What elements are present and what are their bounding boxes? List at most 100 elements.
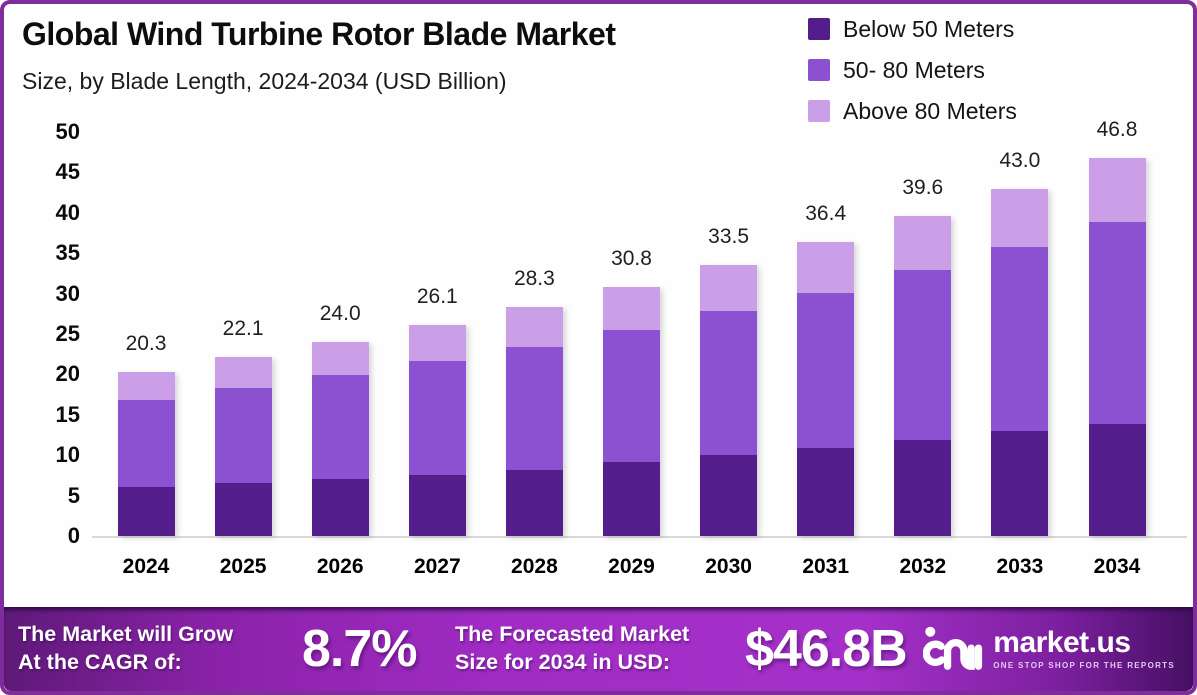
bar-segment bbox=[117, 371, 175, 401]
y-axis-tick-label: 0 bbox=[67, 523, 80, 548]
bar-stack bbox=[505, 307, 563, 536]
bar-total-label: 43.0 bbox=[999, 148, 1041, 172]
bar-stack bbox=[603, 287, 660, 536]
legend-item: Below 50 Meters bbox=[808, 14, 1017, 44]
forecast-label: The Forecasted Market Size for 2034 in U… bbox=[455, 620, 689, 676]
forecast-value: $46.8B bbox=[745, 620, 908, 678]
bar-total-label: 30.8 bbox=[611, 247, 652, 271]
bar-segment bbox=[1088, 221, 1146, 424]
bar-segment bbox=[894, 216, 952, 271]
bar-segment bbox=[505, 346, 563, 470]
legend-item: 50- 80 Meters bbox=[808, 55, 1017, 85]
x-axis-label: 2033 bbox=[996, 555, 1044, 578]
bar-segment bbox=[311, 375, 369, 479]
y-axis-tick-label: 10 bbox=[55, 442, 80, 468]
bar-stack bbox=[991, 188, 1049, 536]
cagr-label-line1: The Market will Grow bbox=[18, 622, 234, 646]
x-axis-label: 2028 bbox=[511, 555, 558, 578]
forecast-label-line1: The Forecasted Market bbox=[455, 622, 690, 646]
bar-stack bbox=[214, 357, 272, 536]
page-title: Global Wind Turbine Rotor Blade Market bbox=[22, 16, 616, 52]
x-axis-label: 2034 bbox=[1093, 555, 1141, 578]
bar-segment bbox=[117, 486, 175, 536]
bar-stack bbox=[1088, 157, 1146, 536]
x-axis-label: 2032 bbox=[899, 555, 947, 578]
bar-segment bbox=[991, 246, 1049, 431]
bar-stack bbox=[797, 241, 855, 536]
bar-segment bbox=[408, 325, 466, 362]
y-axis-tick-label: 25 bbox=[55, 321, 80, 346]
y-axis-tick-label: 40 bbox=[55, 199, 80, 225]
bar-total-label: 28.3 bbox=[513, 267, 555, 291]
y-axis-tick-label: 20 bbox=[55, 361, 80, 387]
bar-segment bbox=[505, 469, 563, 536]
legend-label: 50- 80 Meters bbox=[843, 56, 985, 83]
bar-segment bbox=[603, 287, 660, 330]
cagr-label: The Market will Grow At the CAGR of: bbox=[18, 620, 233, 676]
x-axis-label: 2024 bbox=[122, 555, 170, 578]
bar-total-label: 24.0 bbox=[319, 302, 361, 326]
legend-label: Below 50 Meters bbox=[843, 15, 1015, 42]
bar-segment bbox=[408, 474, 466, 536]
bar-segment bbox=[797, 447, 855, 536]
marketus-logo: market.us ONE STOP SHOP FOR THE REPORTS bbox=[923, 607, 1175, 691]
bar-segment bbox=[797, 241, 855, 293]
bar-stack bbox=[117, 371, 175, 536]
bar-total-label: 36.4 bbox=[805, 201, 847, 225]
bar-segment bbox=[214, 357, 272, 389]
bar-segment bbox=[214, 482, 272, 536]
bar-segment bbox=[700, 455, 758, 536]
x-axis-label: 2026 bbox=[316, 555, 364, 578]
bar-segment bbox=[311, 342, 369, 376]
bar-total-label: 33.5 bbox=[708, 225, 750, 249]
marketus-logo-icon bbox=[923, 626, 983, 670]
y-axis-tick-label: 5 bbox=[67, 482, 80, 508]
legend-swatch-icon bbox=[808, 100, 830, 122]
forecast-label-line2: Size for 2034 in USD: bbox=[455, 650, 671, 674]
logo-text-block: market.us ONE STOP SHOP FOR THE REPORTS bbox=[993, 626, 1175, 671]
bar-segment bbox=[700, 310, 758, 456]
bar-segment bbox=[1088, 423, 1146, 536]
bar-total-label: 46.8 bbox=[1096, 117, 1138, 141]
cagr-value: 8.7% bbox=[302, 620, 418, 678]
legend-swatch-icon bbox=[808, 18, 830, 40]
y-axis-tick-label: 50 bbox=[55, 119, 80, 144]
bar-segment bbox=[894, 270, 952, 440]
bar-segment bbox=[505, 307, 563, 347]
x-axis-label: 2030 bbox=[705, 555, 752, 578]
bar-segment bbox=[797, 292, 855, 448]
bar-segment bbox=[603, 462, 660, 536]
bar-stack bbox=[894, 216, 952, 536]
legend-item: Above 80 Meters bbox=[808, 96, 1017, 126]
legend-label: Above 80 Meters bbox=[843, 97, 1017, 124]
legend-swatch-icon bbox=[808, 59, 830, 81]
chart-plot-area: 0 5 10 15 20 25 30 35 40 45 50 20.3 2024 22.1 2025 24.0… bbox=[4, 4, 1193, 691]
y-axis-tick-label: 30 bbox=[55, 280, 80, 306]
bar-segment bbox=[311, 478, 369, 536]
bar-stack bbox=[311, 342, 369, 536]
cagr-label-line2: At the CAGR of: bbox=[18, 650, 182, 674]
bar-total-label: 26.1 bbox=[416, 285, 458, 309]
logo-tagline: ONE STOP SHOP FOR THE REPORTS bbox=[993, 661, 1175, 670]
bar-total-label: 20.3 bbox=[125, 331, 167, 355]
bar-segment bbox=[214, 388, 272, 483]
x-axis-label: 2029 bbox=[608, 555, 655, 578]
bar-segment bbox=[700, 265, 758, 311]
x-axis-label: 2027 bbox=[413, 555, 461, 578]
y-axis-tick-label: 35 bbox=[55, 240, 80, 266]
chart-legend: Below 50 Meters 50- 80 Meters Above 80 Met… bbox=[808, 14, 1017, 126]
bar-total-label: 39.6 bbox=[902, 176, 944, 200]
x-axis-label: 2031 bbox=[802, 555, 850, 578]
logo-wordmark: market.us bbox=[993, 626, 1131, 659]
page-subtitle: Size, by Blade Length, 2024-2034 (USD Bi… bbox=[22, 68, 507, 94]
bar-segment bbox=[991, 430, 1049, 536]
bar-segment bbox=[991, 188, 1049, 247]
bar-segment bbox=[1088, 157, 1146, 222]
x-axis-baseline bbox=[92, 536, 1187, 538]
bar-stack bbox=[700, 265, 758, 536]
bar-stack bbox=[408, 325, 466, 536]
y-axis-tick-label: 15 bbox=[55, 401, 80, 427]
y-axis-tick-label: 45 bbox=[55, 159, 80, 185]
x-axis-label: 2025 bbox=[219, 555, 267, 578]
